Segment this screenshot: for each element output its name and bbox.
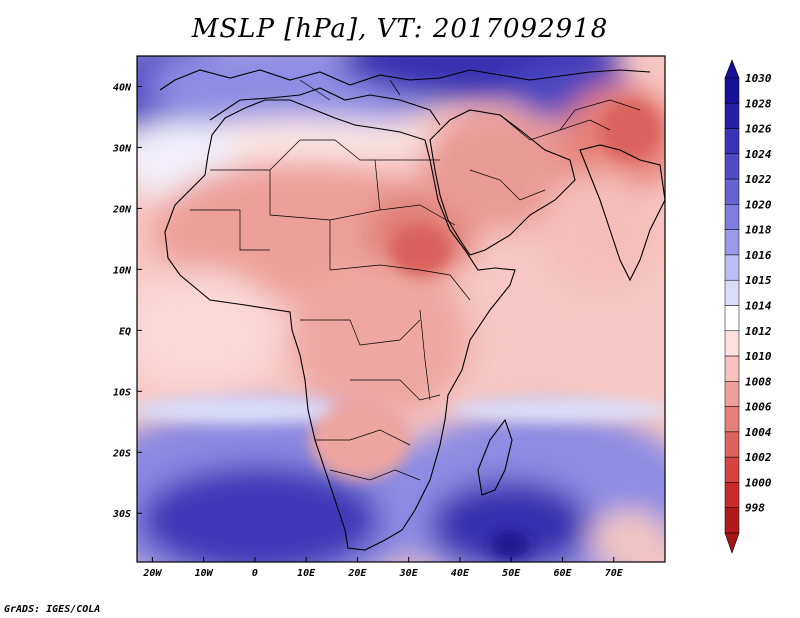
arabia-coast xyxy=(429,109,576,256)
country-borders xyxy=(190,79,641,481)
lat-tick-label: 10N xyxy=(113,265,132,276)
colorbar-label: 1022 xyxy=(745,173,772,186)
lat-tick-label: 30N xyxy=(112,143,132,154)
colorbar-label: 1018 xyxy=(745,224,772,237)
colorbar-swatch xyxy=(724,77,740,104)
colorbar-label: 1006 xyxy=(745,401,772,414)
colorbar-label: 998 xyxy=(745,502,765,515)
map-frame xyxy=(136,55,666,563)
longitude-axis: 20W 10W 0 10E 20E 30E 40E 50E 60E 70E xyxy=(142,557,624,579)
lat-tick-label: EQ xyxy=(119,326,131,337)
colorbar-label: 1026 xyxy=(745,123,772,136)
colorbar-label: 1012 xyxy=(745,325,772,338)
lat-tick-label: 20N xyxy=(112,204,132,215)
colorbar-swatch xyxy=(724,229,740,256)
colorbar-swatch xyxy=(724,204,740,230)
colorbar-swatch xyxy=(724,507,740,534)
colorbar-swatch xyxy=(724,128,740,155)
lon-tick-label: 20W xyxy=(142,568,162,579)
lon-tick-label: 10W xyxy=(195,568,214,579)
colorbar-label: 1004 xyxy=(745,426,772,439)
mediterranean xyxy=(209,87,441,126)
credit-text: GrADS: IGES/COLA xyxy=(4,604,101,615)
colorbar-swatch xyxy=(724,406,740,433)
lon-tick-label: 50E xyxy=(502,568,521,579)
colorbar-bottom-extend xyxy=(724,532,740,554)
lat-tick-label: 30S xyxy=(112,509,131,520)
colorbar-label: 1014 xyxy=(745,300,772,313)
lon-tick-label: 10E xyxy=(297,568,316,579)
colorbar-swatch xyxy=(724,431,740,458)
colorbar-label: 1030 xyxy=(745,72,772,85)
lat-tick-label: 10S xyxy=(113,387,131,398)
lon-tick-label: 60E xyxy=(553,568,572,579)
colorbar-label: 1020 xyxy=(745,198,772,211)
lat-tick-label: 40N xyxy=(113,82,132,93)
india-coast xyxy=(579,144,665,282)
colorbar-top-extend xyxy=(724,59,740,79)
madagascar xyxy=(477,418,513,496)
lat-tick-label: 20S xyxy=(112,448,131,459)
colorbar-swatch xyxy=(724,305,740,332)
colorbar-swatch xyxy=(724,178,740,205)
colorbar-label: 1008 xyxy=(745,375,772,388)
colorbar-label: 1016 xyxy=(745,249,772,262)
latitude-axis: 40N 30N 20N 10N EQ 10S 20S 30S xyxy=(112,82,142,520)
colorbar-swatch xyxy=(724,330,740,357)
colorbar-label: 1015 xyxy=(745,274,772,287)
colorbar-swatch xyxy=(724,456,740,483)
colorbar-label: 1002 xyxy=(745,451,772,464)
colorbar-swatch xyxy=(724,279,740,306)
colorbar-swatch xyxy=(724,355,740,382)
lon-tick-label: 0 xyxy=(252,568,258,579)
colorbar-label: 1024 xyxy=(745,148,772,161)
europe-coast xyxy=(159,69,651,91)
colorbar-swatch xyxy=(724,254,740,281)
lon-tick-label: 40E xyxy=(451,568,470,579)
colorbar-swatch xyxy=(724,103,740,129)
colorbar-swatch xyxy=(724,381,740,407)
map-title: MSLP [hPa], VT: 2017092918 xyxy=(191,14,609,44)
colorbar: 1030 1028 1026 1024 1022 1020 1018 1016 1015 1014… xyxy=(724,59,772,554)
colorbar-swatch xyxy=(724,153,740,180)
pressure-field xyxy=(137,56,665,562)
africa-coastline xyxy=(164,99,516,551)
colorbar-label: 1010 xyxy=(745,350,772,363)
colorbar-swatch xyxy=(724,482,740,508)
coastlines xyxy=(159,69,665,551)
colorbar-label: 1028 xyxy=(745,97,772,110)
colorbar-label: 1000 xyxy=(745,476,772,489)
lon-tick-label: 70E xyxy=(605,568,624,579)
lon-tick-label: 20E xyxy=(347,568,367,579)
lon-tick-label: 30E xyxy=(399,568,419,579)
